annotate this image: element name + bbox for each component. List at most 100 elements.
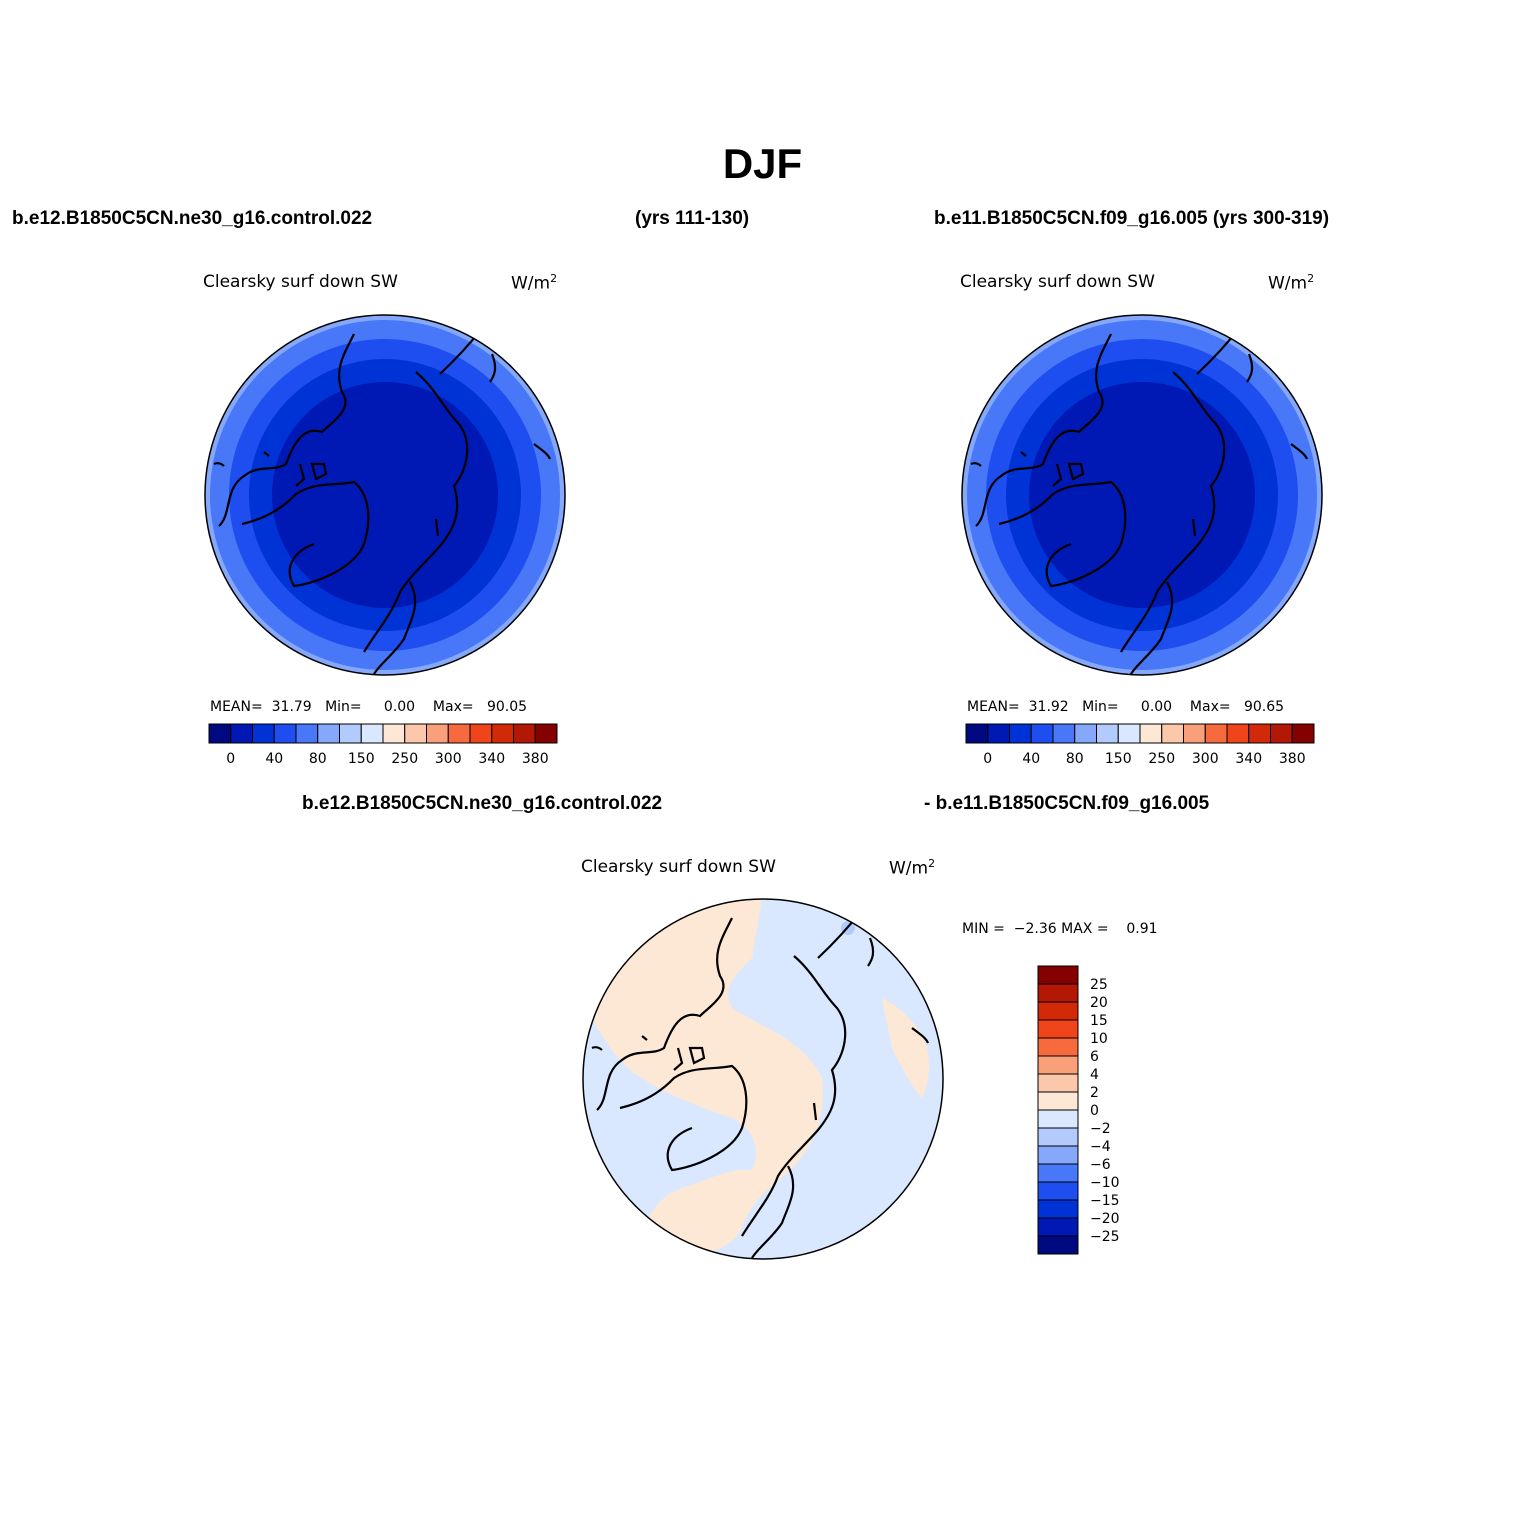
panel1-colorbar-box bbox=[513, 723, 536, 744]
panel2-colorbar-tick-label: 0 bbox=[983, 751, 992, 767]
panel3-colorbar-box bbox=[1037, 1091, 1079, 1111]
panel2-colorbar-box bbox=[1226, 723, 1250, 744]
panel2-min-value: 0.00 bbox=[1140, 699, 1173, 715]
panel1-colorbar-box bbox=[404, 723, 427, 744]
panel1-colorbar-tick-label: 340 bbox=[478, 751, 505, 767]
diff-run-a-label: b.e12.B1850C5CN.ne30_g16.control.022 bbox=[302, 793, 663, 814]
panel3-colorbar-tick-label: 25 bbox=[1090, 977, 1108, 993]
panel2-colorbar-tick-label: 340 bbox=[1235, 751, 1262, 767]
panel1-colorbar-tick-label: 380 bbox=[522, 751, 549, 767]
panel1-colorbar-tick-label: 0 bbox=[226, 751, 235, 767]
panel3-max-label: MAX = bbox=[1061, 921, 1109, 937]
panel1-colorbar-box bbox=[295, 723, 319, 744]
panel2-colorbar-box bbox=[1117, 723, 1141, 744]
panel2-variable-label: Clearsky surf down SW bbox=[960, 272, 1155, 292]
panel1-colorbar-box bbox=[317, 723, 340, 744]
panel2-stats: MEAN= 31.92 Min= 0.00 Max= 90.65 bbox=[967, 699, 1284, 715]
panel3-colorbar-box bbox=[1037, 1019, 1079, 1039]
panel3-colorbar-tick-label: −6 bbox=[1090, 1157, 1111, 1173]
panel1-colorbar-box bbox=[339, 723, 362, 744]
panel3-colorbar-tick-label: 15 bbox=[1090, 1013, 1108, 1029]
panel3-min-value: −2.36 bbox=[1013, 921, 1057, 937]
panel3-variable-label: Clearsky surf down SW bbox=[581, 857, 776, 877]
panel2-colorbar-box bbox=[1096, 723, 1119, 744]
panel3-colorbar-tick-label: 6 bbox=[1090, 1049, 1099, 1065]
panel1-variable-label: Clearsky surf down SW bbox=[203, 272, 398, 292]
panel1-colorbar-box bbox=[426, 723, 449, 744]
panel3-colorbar-tick-label: −4 bbox=[1090, 1139, 1111, 1155]
panel1-stats: MEAN= 31.79 Min= 0.00 Max= 90.05 bbox=[210, 699, 527, 715]
panel3-colorbar-box bbox=[1037, 983, 1079, 1003]
panel2-max-value: 90.65 bbox=[1243, 699, 1285, 715]
panel2-units-label: W/m2 bbox=[1268, 272, 1315, 294]
panel2-colorbar-tick-label: 380 bbox=[1279, 751, 1306, 767]
panel3-polar-map bbox=[582, 898, 944, 1260]
panel3-colorbar-tick-label: 20 bbox=[1090, 995, 1108, 1011]
panel1-colorbar-tick-label: 300 bbox=[435, 751, 462, 767]
panel2-colorbar-box bbox=[1074, 723, 1097, 744]
panel2-colorbar-box bbox=[1204, 723, 1228, 744]
panel2-colorbar-box bbox=[1270, 723, 1293, 744]
panel3-colorbar-box bbox=[1037, 1055, 1079, 1075]
panel1-colorbar-box bbox=[360, 723, 384, 744]
panel1-units-label: W/m2 bbox=[511, 272, 558, 294]
figure-title: DJF bbox=[722, 140, 803, 187]
panel1-coastlines bbox=[213, 325, 552, 675]
right-run-label: b.e11.B1850C5CN.f09_g16.005 (yrs 300-319… bbox=[934, 208, 1330, 229]
panel3-colorbar-tick-label: 0 bbox=[1090, 1103, 1099, 1119]
panel3-map-border bbox=[582, 898, 944, 1260]
panel1-colorbar: 0 40 80 150 250 300 340 380 bbox=[208, 723, 558, 767]
panel1-max-value: 90.05 bbox=[486, 699, 528, 715]
panel2-colorbar-box bbox=[1161, 723, 1184, 744]
panel1-colorbar-tick-label: 250 bbox=[391, 751, 418, 767]
panel2-map-border bbox=[961, 314, 1323, 676]
panel2-colorbar-box bbox=[1139, 723, 1163, 744]
panel3-colorbar-box bbox=[1037, 1109, 1079, 1129]
panel2-colorbar-box bbox=[1009, 723, 1032, 744]
panel1-colorbar-box bbox=[447, 723, 471, 744]
panel2-colorbar-box bbox=[1291, 723, 1315, 744]
panel2-polar-map bbox=[961, 314, 1323, 676]
panel1-colorbar-tick-label: 150 bbox=[348, 751, 375, 767]
panel1-colorbar-box bbox=[382, 723, 406, 744]
panel3-units-label: W/m2 bbox=[889, 857, 936, 879]
panel3-colorbar-tick-label: −25 bbox=[1090, 1229, 1120, 1245]
panel2-colorbar-tick-label: 150 bbox=[1105, 751, 1132, 767]
panel2-colorbar-box bbox=[1248, 723, 1271, 744]
panel3-colorbar-box bbox=[1037, 1163, 1079, 1183]
panel2-colorbar-tick-label: 80 bbox=[1066, 751, 1084, 767]
panel3-colorbar-tick-label: −10 bbox=[1090, 1175, 1120, 1191]
panel3-min-label: MIN = bbox=[962, 921, 1005, 937]
panel1-colorbar-box bbox=[534, 723, 558, 744]
panel2-colorbar-tick-label: 40 bbox=[1022, 751, 1040, 767]
panel1-colorbar-box bbox=[273, 723, 297, 744]
panel1-colorbar-box bbox=[469, 723, 493, 744]
panel2-colorbar-box bbox=[987, 723, 1010, 744]
panel3-colorbar-tick-label: −15 bbox=[1090, 1193, 1120, 1209]
panel2-colorbar-tick-label: 300 bbox=[1192, 751, 1219, 767]
panel3-positive-region bbox=[592, 899, 823, 1259]
panel3-colorbar-box bbox=[1037, 1181, 1079, 1201]
panel2-mean-label: MEAN= bbox=[967, 699, 1020, 715]
panel1-max-label: Max= bbox=[432, 699, 474, 715]
panel1-colorbar-box bbox=[208, 723, 232, 744]
panel3-colorbar-box bbox=[1037, 1001, 1079, 1021]
panel1-colorbar-tick-label: 40 bbox=[265, 751, 283, 767]
panel1-map-border bbox=[204, 314, 566, 676]
panel3-colorbar-tick-label: −20 bbox=[1090, 1211, 1120, 1227]
panel3-colorbar-box bbox=[1037, 1217, 1079, 1237]
panel2-colorbar: 0 40 80 150 250 300 340 380 bbox=[965, 723, 1315, 767]
panel3-colorbar-tick-label: −2 bbox=[1090, 1121, 1111, 1137]
panel3-colorbar-box bbox=[1037, 1235, 1079, 1255]
left-run-label: b.e12.B1850C5CN.ne30_g16.control.022 bbox=[12, 208, 373, 229]
panel3-colorbar-box bbox=[1037, 1073, 1079, 1093]
panel3-colorbar-tick-label: 10 bbox=[1090, 1031, 1108, 1047]
panel3-colorbar-box bbox=[1037, 1127, 1079, 1147]
panel1-colorbar-box bbox=[491, 723, 514, 744]
panel3-colorbar-box bbox=[1037, 1199, 1079, 1219]
panel1-colorbar-box bbox=[252, 723, 275, 744]
panel1-min-label: Min= bbox=[325, 699, 362, 715]
panel3-colorbar-box bbox=[1037, 1037, 1079, 1057]
panel3-stats: MIN = −2.36 MAX = 0.91 bbox=[962, 921, 1158, 937]
